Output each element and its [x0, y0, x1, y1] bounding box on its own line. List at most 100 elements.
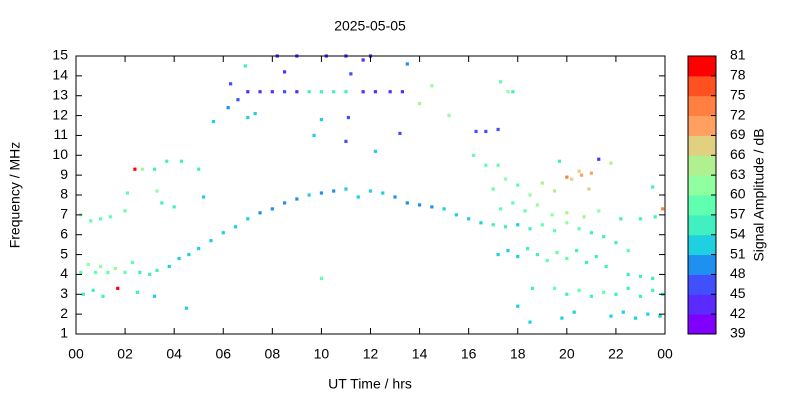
data-point	[253, 111, 257, 116]
data-point	[565, 256, 569, 261]
data-point	[626, 249, 630, 253]
data-point	[498, 80, 503, 84]
y-tick-label: 12	[52, 106, 68, 122]
data-point	[565, 221, 569, 225]
y-tick-label: 8	[60, 186, 68, 202]
data-point	[471, 153, 476, 157]
data-point	[577, 288, 581, 292]
data-point	[653, 215, 657, 219]
data-point	[312, 133, 316, 138]
y-tick-label: 2	[60, 305, 68, 321]
data-point	[197, 167, 201, 171]
data-point	[123, 270, 127, 275]
data-point	[467, 217, 471, 221]
data-point	[148, 272, 152, 277]
data-point	[589, 231, 593, 235]
data-point	[491, 223, 495, 227]
colorbar-segment	[688, 56, 716, 77]
data-point	[597, 157, 601, 161]
x-tick-label: 18	[510, 346, 526, 362]
colorbar-segment	[688, 314, 716, 335]
data-point	[496, 127, 500, 132]
y-tick-label: 14	[52, 67, 68, 83]
x-axis-label: UT Time / hrs	[328, 376, 412, 392]
data-point	[525, 247, 530, 251]
data-point	[140, 167, 144, 171]
data-point	[484, 129, 488, 134]
x-tick-label: 14	[412, 346, 428, 362]
data-point	[270, 90, 274, 94]
data-point	[98, 217, 103, 221]
data-point	[81, 292, 85, 296]
data-point	[160, 201, 164, 205]
chart-title: 2025-05-05	[334, 18, 406, 34]
data-point	[587, 187, 591, 191]
data-point	[283, 201, 287, 205]
data-point	[565, 211, 569, 215]
data-point	[233, 225, 238, 229]
data-point	[211, 119, 216, 124]
colorbar-tick-label: 54	[730, 225, 746, 241]
data-point	[633, 316, 638, 320]
data-point	[125, 191, 130, 195]
data-point	[138, 270, 142, 275]
data-point	[658, 314, 662, 318]
colorbar-tick-label: 42	[730, 305, 746, 321]
colorbar-tick-label: 51	[730, 245, 746, 261]
data-point	[381, 191, 385, 195]
colorbar-tick-label: 45	[730, 285, 746, 301]
data-point	[638, 294, 643, 298]
data-point	[113, 266, 117, 271]
plot-frame	[75, 55, 666, 335]
data-point	[388, 90, 392, 94]
data-point	[319, 191, 324, 195]
data-point	[258, 90, 262, 94]
data-point	[108, 215, 112, 219]
data-point	[332, 90, 336, 94]
data-point	[246, 90, 250, 94]
data-point	[651, 185, 655, 189]
data-point	[540, 181, 544, 185]
data-point	[197, 247, 201, 251]
data-point	[356, 195, 360, 199]
x-tick-label: 16	[461, 346, 477, 362]
data-point	[621, 310, 625, 314]
data-point	[604, 264, 608, 269]
data-point	[79, 270, 83, 275]
y-tick-label: 6	[60, 225, 68, 241]
data-point	[528, 320, 532, 324]
data-point	[133, 167, 137, 171]
data-point	[417, 203, 422, 207]
data-point	[638, 274, 643, 279]
data-point	[172, 205, 176, 209]
colorbar-segment	[688, 234, 716, 256]
data-point	[511, 201, 515, 205]
data-point	[577, 169, 581, 173]
data-point	[565, 175, 569, 179]
data-point	[496, 252, 500, 257]
data-point	[506, 249, 510, 253]
data-point	[572, 310, 576, 314]
data-point	[557, 159, 562, 163]
data-point	[86, 262, 90, 267]
colorbar-tick-label: 69	[730, 126, 746, 142]
data-point	[555, 250, 559, 255]
data-point	[589, 294, 593, 298]
data-point	[535, 203, 539, 207]
x-tick-label: 22	[608, 346, 624, 362]
y-tick-label: 5	[60, 245, 68, 261]
y-tick-label: 1	[60, 325, 68, 341]
colorbar-segment	[688, 294, 716, 315]
data-point	[575, 249, 579, 253]
data-point	[523, 209, 527, 213]
x-tick-label: 00	[657, 346, 673, 362]
data-point	[319, 276, 324, 280]
data-point	[368, 189, 373, 193]
data-point	[646, 312, 650, 316]
data-point	[152, 167, 157, 171]
colorbar-tick-label: 63	[730, 166, 746, 182]
y-tick-label: 13	[52, 86, 68, 102]
data-point	[638, 217, 643, 221]
data-point	[651, 288, 655, 292]
data-point	[626, 272, 630, 277]
